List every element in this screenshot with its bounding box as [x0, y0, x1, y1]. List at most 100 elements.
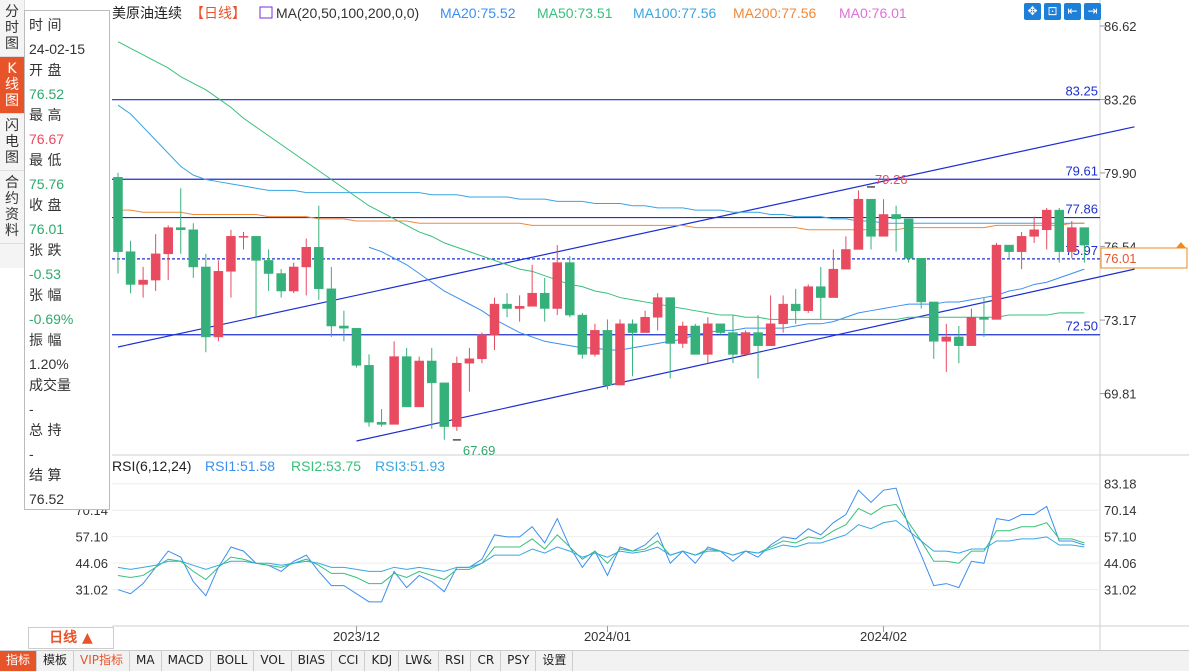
candle-body [238, 236, 249, 238]
candle-body [502, 303, 512, 309]
rsi-tick-label: 70.14 [1104, 503, 1137, 518]
indicator-tab[interactable]: BIAS [292, 651, 333, 671]
rsi-tick-label: 31.02 [1104, 583, 1137, 598]
price-tick-label: 86.62 [1104, 19, 1137, 34]
info-value: 76.01 [29, 220, 65, 237]
ma-legend-item: MA100:77.56 [633, 5, 716, 21]
info-label: 成交量 [29, 378, 71, 394]
candle-body [765, 323, 776, 346]
candle-body [376, 421, 387, 425]
rsi-tick-label: 57.10 [1104, 530, 1137, 545]
indicator-tab[interactable]: 模板 [37, 651, 75, 671]
candle-body [514, 306, 525, 309]
candle-body [665, 297, 675, 344]
rsi-line-rsi1 [117, 487, 1085, 603]
shrink-icon[interactable]: ⇤ [1064, 3, 1081, 20]
info-value: 75.76 [29, 175, 65, 192]
candle-body [1016, 236, 1027, 252]
candle-body [878, 214, 889, 237]
indicator-tab[interactable]: 指标 [0, 651, 38, 671]
indicator-tab[interactable]: BOLL [211, 651, 255, 671]
side-tab-0[interactable]: 分时图 [0, 0, 24, 57]
info-label: 振 幅 [29, 333, 62, 349]
info-label: 开 盘 [29, 63, 62, 79]
expand-icon[interactable]: ⇥ [1084, 3, 1101, 20]
indicator-tab[interactable]: MACD [162, 651, 211, 671]
candle-body [539, 292, 550, 309]
side-tab-3[interactable]: 合约资料 [0, 171, 24, 244]
candle-body [489, 303, 500, 335]
candle-body [150, 253, 161, 281]
candle-body [929, 301, 939, 342]
candle-body [1004, 244, 1014, 252]
info-label: 最 高 [29, 108, 62, 124]
candle-body [176, 227, 186, 231]
info-label: 张 幅 [29, 288, 62, 304]
level-label: 83.25 [1065, 84, 1098, 99]
candle-body [979, 316, 989, 320]
indicator-tab[interactable]: VOL [254, 651, 292, 671]
indicator-tab[interactable]: 设置 [536, 651, 574, 671]
candle-body [1029, 229, 1039, 237]
candle-body [201, 266, 211, 338]
rsi-legend-item: RSI3:51.93 [375, 458, 445, 474]
candle-body [552, 262, 562, 309]
info-value: - [29, 445, 34, 462]
info-value: -0.53 [29, 265, 61, 282]
fit-icon[interactable]: ⊡ [1044, 3, 1061, 20]
ma-legend-item: MA50:73.51 [537, 5, 613, 21]
indicator-tab[interactable]: RSI [439, 651, 472, 671]
info-value: 24-02-15 [29, 40, 86, 57]
candle-body [866, 198, 876, 237]
move-icon[interactable]: ✥ [1024, 3, 1041, 20]
info-label: 最 低 [29, 153, 62, 169]
rsi-left-tick-label: 57.10 [75, 530, 108, 545]
ma-params-label: MA(20,50,100,200,0,0) [276, 5, 419, 21]
candle-body [125, 251, 136, 285]
candle-body [916, 257, 926, 303]
candle-body [1067, 227, 1077, 252]
ma-legend-item: MA200:77.56 [733, 5, 816, 21]
trend-line [117, 126, 1135, 348]
candle-body [841, 249, 851, 270]
chart-toolbar: ✥ ⊡ ⇤ ⇥ [1024, 3, 1101, 20]
rsi-params-label: RSI(6,12,24) [112, 458, 191, 474]
candle-body [828, 268, 839, 298]
indicator-tab[interactable]: VIP指标 [74, 651, 131, 671]
candle-body [690, 325, 701, 355]
price-tick-label: 69.81 [1104, 387, 1137, 402]
level-label: 79.61 [1065, 163, 1098, 178]
price-tick-label: 79.90 [1104, 166, 1137, 181]
chart-period: 【日线】 [190, 5, 246, 21]
candle-body [678, 325, 688, 344]
info-value: -0.69% [29, 310, 74, 327]
candle-body [954, 336, 964, 346]
candle-body [577, 314, 588, 355]
ma-settings-icon [259, 6, 273, 19]
indicator-tab[interactable]: CCI [332, 651, 366, 671]
candle-body [163, 227, 173, 255]
indicator-tab[interactable]: LW& [399, 651, 439, 671]
candle-body [790, 303, 801, 311]
indicator-tab[interactable]: KDJ [365, 651, 400, 671]
ma-line-ma50 [117, 41, 1085, 320]
candle-body [740, 332, 751, 355]
candle-body [226, 236, 236, 272]
candle-body [753, 332, 763, 346]
trend-line [356, 268, 1135, 442]
candle-body [288, 266, 299, 292]
candle-body [966, 316, 977, 346]
indicator-tab[interactable]: PSY [501, 651, 537, 671]
ma-line-ma20 [368, 246, 1085, 351]
indicator-tab[interactable]: CR [471, 651, 502, 671]
indicator-tab[interactable]: MA [130, 651, 162, 671]
current-price-label: 76.01 [1104, 251, 1137, 266]
side-tab-2[interactable]: 闪电图 [0, 114, 24, 171]
candle-body [652, 297, 663, 318]
period-button[interactable]: 日线 ▲ [28, 627, 114, 649]
rsi-left-tick-label: 31.02 [75, 583, 108, 598]
rsi-legend-item: RSI1:51.58 [205, 458, 275, 474]
price-up-arrow-icon [1176, 242, 1186, 248]
